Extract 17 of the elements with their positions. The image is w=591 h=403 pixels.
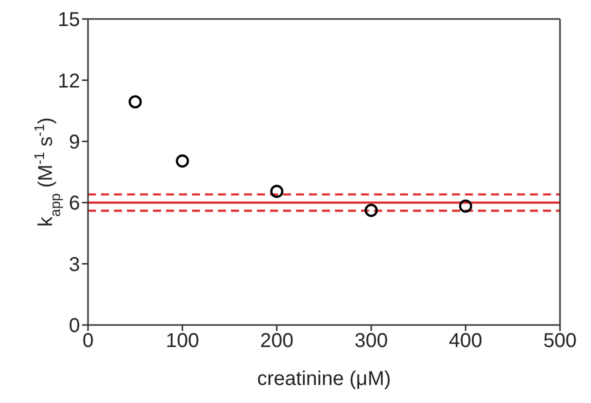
point: [364, 204, 378, 217]
x-tick-label: 100: [166, 330, 200, 352]
point: [176, 154, 189, 168]
x-tick-label: 500: [543, 330, 577, 352]
x-tick-label: 200: [260, 330, 294, 352]
y-tick-label: 15: [58, 9, 80, 32]
y-tick-label: 9: [68, 132, 80, 154]
y-tick-label: 12: [58, 70, 80, 92]
x-axis-title: creatinine (μM): [257, 368, 391, 390]
x-tick-label: 300: [354, 330, 388, 352]
point: [459, 199, 472, 213]
point: [270, 184, 284, 198]
y-tick-label: 3: [68, 254, 80, 276]
point: [128, 95, 142, 108]
y-tick-label: 6: [68, 192, 80, 215]
x-tick-label: 400: [448, 330, 482, 352]
y-tick-label: 0: [68, 315, 80, 338]
